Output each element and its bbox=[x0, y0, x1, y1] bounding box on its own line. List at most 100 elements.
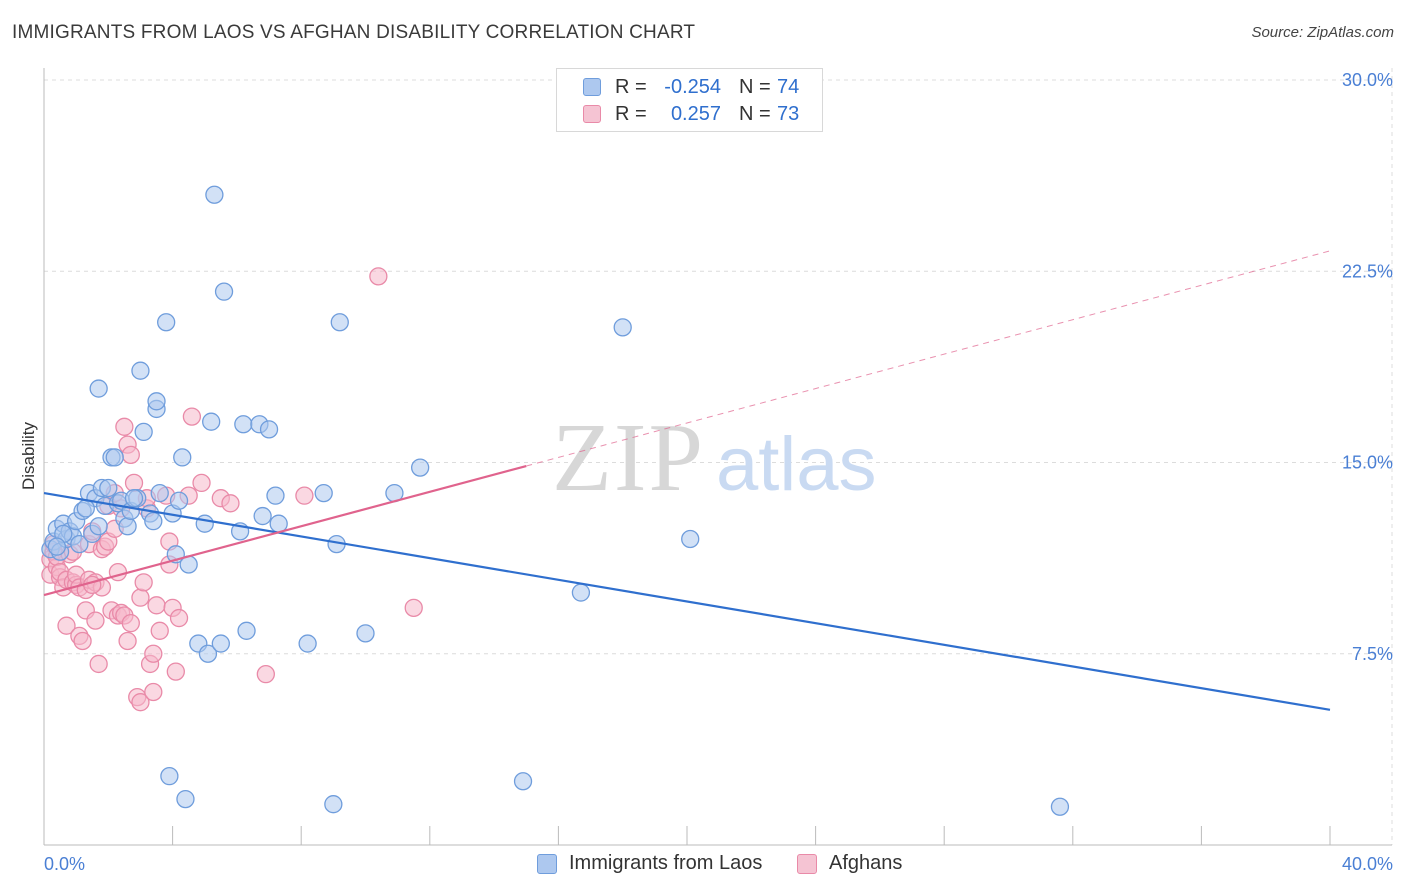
afghan-point bbox=[182, 407, 202, 426]
afghan-point bbox=[256, 665, 275, 684]
laos-point bbox=[195, 514, 214, 533]
laos-point bbox=[99, 478, 118, 498]
laos-point bbox=[47, 537, 67, 556]
trend-line-afghans bbox=[43, 464, 527, 597]
laos-point bbox=[202, 412, 221, 431]
afghan-point bbox=[86, 611, 105, 630]
laos-point bbox=[89, 517, 108, 536]
afghan-point bbox=[134, 573, 153, 592]
laos-point bbox=[266, 486, 285, 505]
legend-swatch-afghans bbox=[583, 105, 601, 123]
legend-r-label: R = bbox=[615, 75, 647, 98]
laos-point bbox=[411, 458, 430, 477]
laos-point bbox=[298, 634, 317, 653]
laos-point bbox=[324, 795, 343, 814]
laos-point bbox=[157, 313, 176, 332]
laos-point bbox=[198, 644, 218, 663]
afghan-point bbox=[221, 494, 240, 513]
laos-point bbox=[356, 624, 375, 643]
afghan-point bbox=[166, 662, 185, 681]
laos-point bbox=[89, 379, 108, 398]
chart-source: Source: ZipAtlas.com bbox=[1251, 24, 1394, 41]
laos-point bbox=[259, 420, 279, 439]
laos-point bbox=[150, 483, 169, 503]
tick-labels: 7.5% 15.0% 22.5% 30.0% 0.0% 40.0% bbox=[44, 70, 1393, 874]
watermark: ZIP atlas bbox=[552, 404, 877, 512]
afghan-point bbox=[89, 654, 108, 674]
laos-point bbox=[571, 583, 591, 602]
y-axis-label: Disability bbox=[19, 421, 38, 490]
laos-point bbox=[105, 448, 124, 467]
legend-label-afghans: Afghans bbox=[829, 852, 903, 874]
legend-r-label: R = bbox=[615, 102, 647, 125]
laos-point bbox=[144, 512, 163, 531]
grid-lines bbox=[44, 68, 1393, 845]
legend-item-afghans[interactable]: Afghans bbox=[797, 852, 902, 875]
x-tick-label: 0.0% bbox=[44, 854, 85, 874]
afghan-point bbox=[121, 614, 140, 633]
afghan-point bbox=[115, 417, 134, 436]
laos-point bbox=[214, 282, 234, 301]
afghan-point bbox=[295, 486, 314, 505]
watermark-atlas: atlas bbox=[716, 422, 877, 507]
afghan-point bbox=[131, 588, 150, 607]
laos-point bbox=[314, 483, 333, 503]
afghan-point bbox=[404, 598, 423, 617]
laos-points bbox=[41, 185, 1070, 816]
afghan-point bbox=[121, 445, 140, 465]
legend-label-laos: Immigrants from Laos bbox=[569, 852, 763, 874]
y-tick-label: 30.0% bbox=[1342, 70, 1393, 90]
legend-row-afghans: R = 0.257 N = 73 bbox=[583, 102, 799, 126]
afghan-point bbox=[144, 644, 163, 663]
laos-point bbox=[160, 767, 179, 786]
legend-r-value: -0.254 bbox=[664, 75, 721, 98]
laos-point bbox=[131, 361, 150, 380]
laos-point bbox=[513, 772, 533, 791]
laos-point bbox=[681, 529, 700, 549]
afghan-point bbox=[118, 631, 137, 651]
legend-r-value: 0.257 bbox=[670, 102, 721, 125]
afghan-point bbox=[150, 621, 169, 640]
laos-point bbox=[330, 313, 349, 332]
y-tick-label: 7.5% bbox=[1352, 644, 1393, 664]
laos-point bbox=[173, 448, 192, 467]
afghan-point bbox=[169, 608, 189, 628]
series-legend: Immigrants from Laos Afghans bbox=[0, 852, 1406, 878]
laos-point bbox=[147, 392, 166, 411]
afghan-point bbox=[73, 631, 92, 651]
laos-point bbox=[205, 185, 224, 204]
legend-swatch-afghans bbox=[797, 853, 817, 874]
afghan-point bbox=[124, 473, 144, 493]
afghan-point bbox=[369, 267, 388, 286]
laos-point bbox=[70, 534, 89, 554]
legend-item-laos[interactable]: Immigrants from Laos bbox=[537, 852, 762, 875]
x-tick-label: 40.0% bbox=[1342, 854, 1393, 874]
y-tick-label: 15.0% bbox=[1342, 453, 1393, 473]
afghan-point bbox=[147, 596, 166, 615]
afghan-point bbox=[144, 682, 163, 702]
legend-swatch-laos bbox=[537, 853, 557, 874]
chart-title: IMMIGRANTS FROM LAOS VS AFGHAN DISABILIT… bbox=[12, 22, 696, 43]
laos-point bbox=[613, 318, 632, 337]
afghan-point bbox=[192, 473, 211, 493]
y-tick-label: 22.5% bbox=[1342, 261, 1393, 281]
legend-n-label: N = bbox=[739, 102, 771, 125]
axes bbox=[43, 68, 1392, 846]
legend-swatch-laos bbox=[583, 78, 601, 96]
laos-point bbox=[134, 422, 153, 442]
afghan-point bbox=[57, 616, 76, 635]
laos-point bbox=[234, 415, 253, 434]
laos-point bbox=[211, 634, 230, 653]
laos-point bbox=[1050, 797, 1070, 816]
trend-line-laos bbox=[43, 492, 1331, 711]
laos-point bbox=[76, 499, 95, 518]
laos-point bbox=[118, 517, 137, 536]
legend-n-value: 74 bbox=[777, 75, 800, 98]
afghan-point bbox=[131, 693, 150, 712]
afghan-point bbox=[108, 563, 128, 582]
laos-point bbox=[176, 789, 195, 809]
trend-line-afghans-extension bbox=[526, 250, 1331, 467]
legend-row-laos: R = -0.254 N = 74 bbox=[583, 75, 799, 99]
legend-n-value: 73 bbox=[777, 102, 800, 125]
